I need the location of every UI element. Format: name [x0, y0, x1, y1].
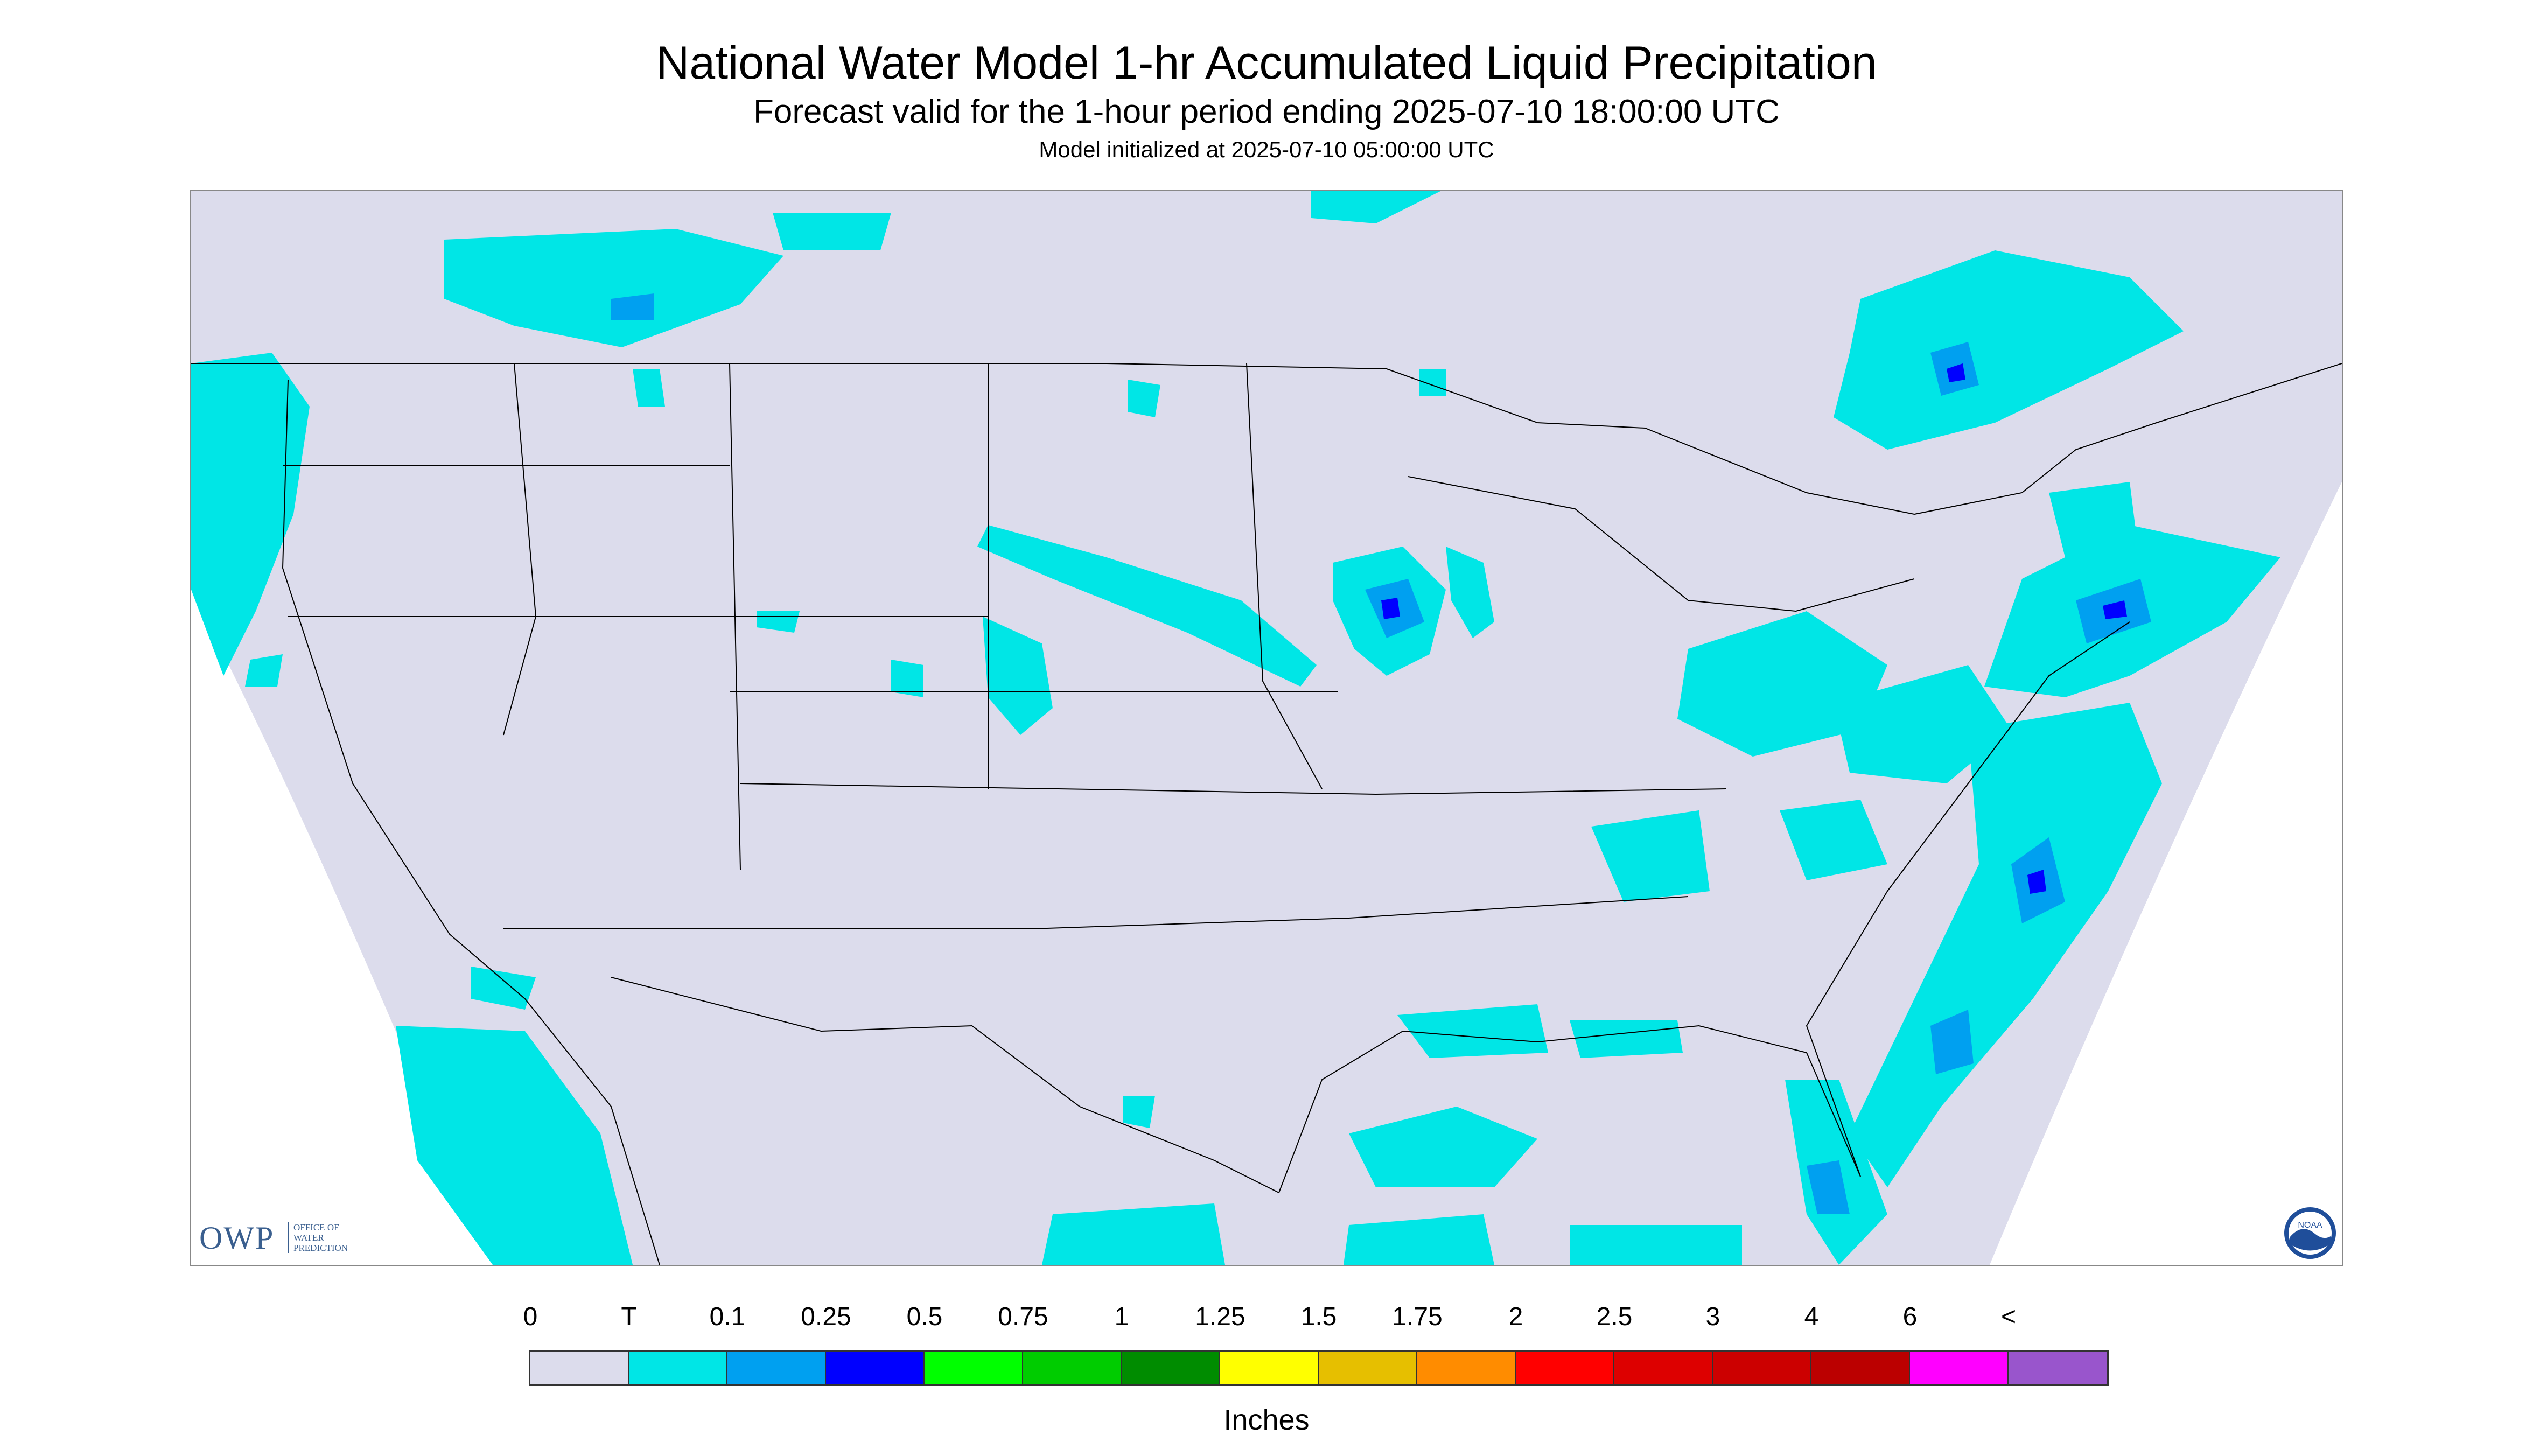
precip-moderate-atlantic [2027, 870, 2046, 894]
legend-swatch [1122, 1352, 1220, 1384]
legend-swatch [1417, 1352, 1516, 1384]
legend-swatch [826, 1352, 925, 1384]
atlantic-coastline [1806, 621, 2130, 1177]
legend-swatch [925, 1352, 1023, 1384]
legend-swatch [530, 1352, 629, 1384]
precip-mexico-south [1042, 1203, 1225, 1265]
legend-tick-label: 2 [1508, 1303, 1523, 1331]
noaa-logo: NOAA [2284, 1207, 2336, 1259]
legend-tick-label: 2.5 [1596, 1303, 1633, 1331]
legend-tick-label: 1.25 [1195, 1303, 1245, 1331]
precip-gulf-coast-al [1570, 1020, 1683, 1058]
us-mexico-border [611, 977, 1279, 1193]
precip-utah [633, 369, 665, 407]
precip-trace-layer [191, 191, 2280, 1265]
legend-swatch [727, 1352, 826, 1384]
precip-gulf-coast-la [1397, 1004, 1548, 1058]
noaa-logo-text: NOAA [2298, 1221, 2322, 1230]
precip-dakotas [1128, 380, 1160, 417]
precip-light-canada [611, 293, 654, 320]
map-domain [191, 191, 2342, 1265]
legend-swatch [1220, 1352, 1319, 1384]
legend-swatch [1614, 1352, 1713, 1384]
color-legend [529, 1350, 2109, 1386]
legend-swatch [2009, 1352, 2107, 1384]
legend-tick-label: < [2000, 1303, 2017, 1331]
map-frame [190, 190, 2343, 1266]
legend-swatch [1811, 1352, 1910, 1384]
precip-canada-west [444, 229, 783, 347]
legend-tick-label: 1.5 [1300, 1303, 1337, 1331]
legend-tick-label: 0.1 [709, 1303, 746, 1331]
map-title: National Water Model 1-hr Accumulated Li… [656, 37, 1877, 89]
precip-baja-north [471, 967, 536, 1010]
legend-swatch [629, 1352, 727, 1384]
legend-swatch [1023, 1352, 1122, 1384]
precip-moderate-northeast [1947, 363, 1965, 382]
precip-pacific-nw [191, 353, 310, 676]
precip-colorado [983, 617, 1053, 735]
precip-canada-north [1311, 191, 1440, 223]
state-line-h4 [740, 783, 1726, 795]
precip-nebraska-band [977, 525, 1317, 687]
state-line-great-lakes [1408, 476, 1915, 612]
precip-baja [396, 1026, 633, 1265]
precip-moderate-ne [2103, 600, 2127, 619]
precip-atlantic-band [1850, 703, 2162, 1187]
owp-sub-line-1: OFFICE OF [293, 1222, 339, 1233]
precip-light-florida [1807, 1160, 1850, 1214]
legend-swatch [1319, 1352, 1417, 1384]
legend-swatch [1516, 1352, 1614, 1384]
precip-moderate-layer [1381, 363, 2127, 894]
precip-minnesota [1419, 369, 1446, 396]
precip-moderate-iowa [1381, 598, 1400, 619]
state-line-h5 [503, 896, 1689, 929]
owp-sub-line-3: PREDICTION [293, 1243, 348, 1253]
precip-gulf-waters [1349, 1107, 1537, 1187]
boundary-lines [191, 363, 2342, 1265]
precip-caribbean [1570, 1225, 1742, 1265]
state-line-n4 [1246, 363, 1323, 789]
precip-light-atlantic2 [1930, 1010, 1974, 1074]
precip-mid-atlantic [1834, 665, 2011, 783]
legend-tick-label: 4 [1804, 1303, 1819, 1331]
legend-units: Inches [1223, 1404, 1310, 1436]
precip-gulf-south [1344, 1214, 1494, 1265]
legend-swatch [1910, 1352, 2009, 1384]
legend-tick-label: 0.75 [998, 1303, 1048, 1331]
legend-tick-label: 0.5 [906, 1303, 943, 1331]
legend-tick-label: 1 [1114, 1303, 1129, 1331]
legend-tick-label: 0.25 [801, 1303, 851, 1331]
precip-ohio-valley [1677, 611, 1887, 757]
precip-southeast [1591, 810, 1710, 902]
model-init-text: Model initialized at 2025-07-10 05:00:00… [1039, 137, 1494, 162]
gulf-coastline [1278, 1025, 1861, 1193]
legend-swatch [1713, 1352, 1811, 1384]
map-subtitle: Forecast valid for the 1-hour period end… [753, 93, 1780, 130]
precip-wisconsin [1446, 547, 1494, 638]
owp-sub-line-2: WATER [293, 1233, 324, 1243]
legend-tick-label: T [621, 1303, 637, 1331]
precip-nw-mexico [1123, 1096, 1155, 1128]
precip-northeast-canada [1834, 250, 2184, 450]
owp-logo: OWP [199, 1220, 275, 1256]
legend-tick-label: 6 [1902, 1303, 1918, 1331]
precip-kansas [891, 660, 923, 697]
pacific-coastline [282, 379, 660, 1265]
precip-oregon [245, 654, 283, 687]
precip-new-england [2049, 482, 2140, 600]
precip-canada-band [773, 213, 891, 250]
legend-tick-label: 0 [523, 1303, 538, 1331]
legend-tick-label: 3 [1705, 1303, 1720, 1331]
legend-tick-label: 1.75 [1392, 1303, 1443, 1331]
precipitation-map [191, 191, 2342, 1265]
precip-carolinas [1780, 800, 1887, 880]
owp-logo-subtext: OFFICE OF WATER PREDICTION [288, 1222, 348, 1253]
